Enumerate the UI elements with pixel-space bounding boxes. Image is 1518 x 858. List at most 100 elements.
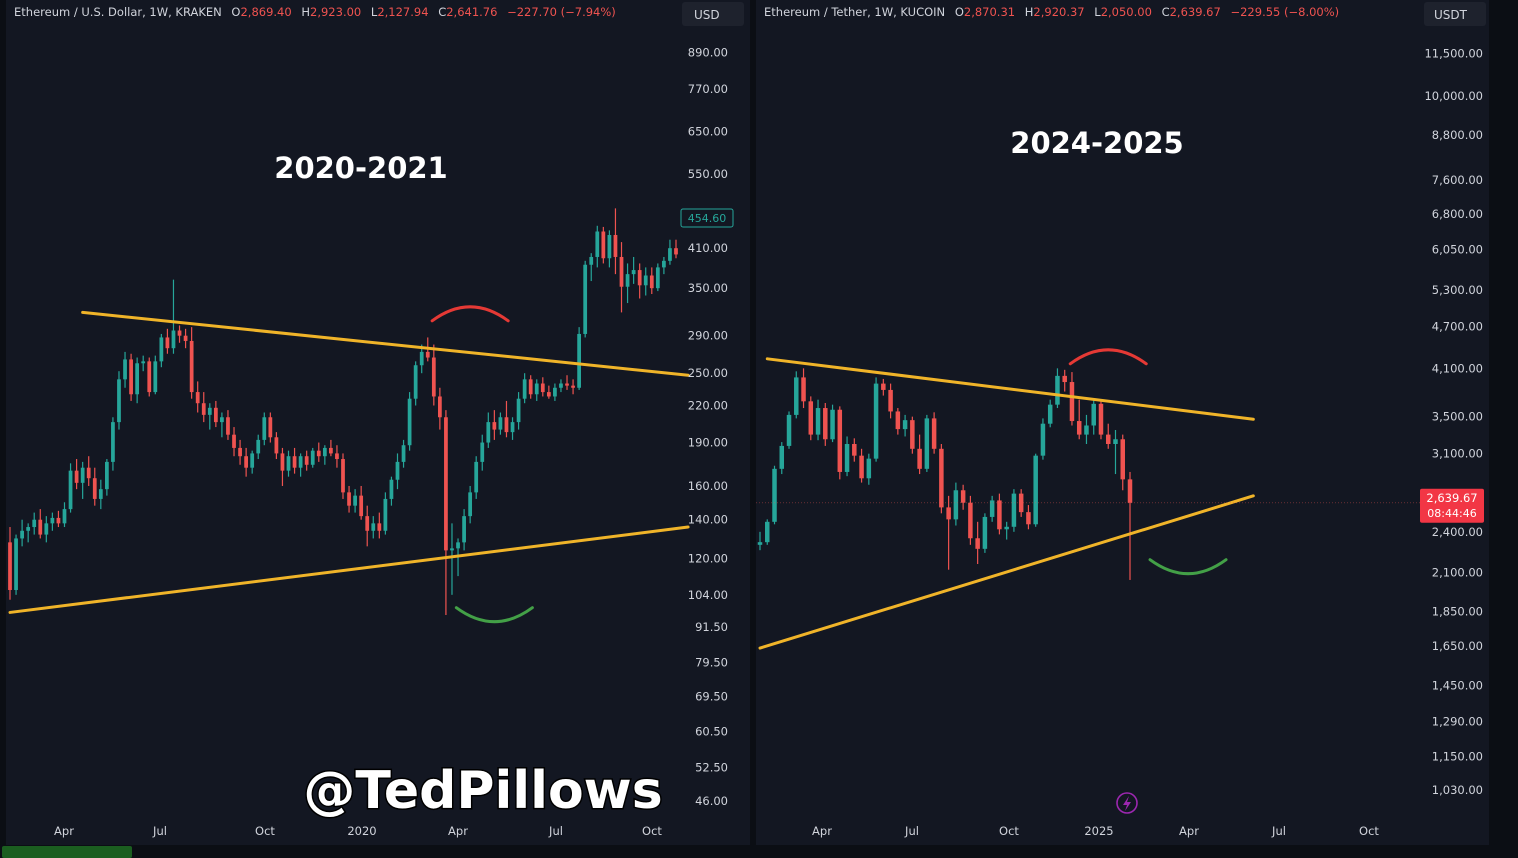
candle-body <box>444 417 448 551</box>
candle <box>14 534 18 595</box>
right-open-label: O <box>955 5 964 19</box>
candle <box>859 448 864 483</box>
candle <box>631 256 636 284</box>
y-tick-label: 79.50 <box>695 656 728 670</box>
candle-body <box>419 351 424 366</box>
candle-body <box>365 516 370 531</box>
candle-body <box>1120 439 1125 480</box>
candle <box>62 502 67 528</box>
candle-body <box>274 437 279 454</box>
trendline <box>8 525 690 614</box>
candle <box>371 516 376 539</box>
candle-body <box>852 443 857 456</box>
bottom-arc <box>454 606 534 624</box>
lightning-icon[interactable] <box>1116 792 1138 814</box>
candle-body <box>220 417 224 423</box>
candle-body <box>859 455 864 479</box>
x-tick-label: Oct <box>1359 824 1379 838</box>
y-tick-label: 60.50 <box>695 725 728 739</box>
candle <box>38 509 43 539</box>
left-trendlines <box>8 310 690 614</box>
candle-body <box>601 231 606 259</box>
candle <box>365 505 370 547</box>
candle-body <box>1018 493 1024 513</box>
candle-body <box>213 407 218 423</box>
candle <box>56 510 61 528</box>
y-tick-label: 10,000.00 <box>1424 89 1483 103</box>
right-high-label: H <box>1025 5 1034 19</box>
left-close: 2,641.76 <box>446 5 497 19</box>
candle-body <box>474 461 479 493</box>
candle-body <box>1004 526 1009 530</box>
right-legend-header: Ethereum / Tether, 1W, KUCOIN O2,870.31 … <box>764 5 1339 19</box>
left-currency-button[interactable]: USD <box>682 2 744 26</box>
right-last-price-tag: 2,639.67 08:44:46 <box>1420 488 1484 523</box>
candle-body <box>534 383 539 395</box>
candle-body <box>256 439 261 454</box>
left-change: −227.70 (−7.94%) <box>507 5 616 19</box>
candle-body <box>553 387 557 397</box>
candle-body <box>924 418 930 469</box>
candle <box>1047 399 1053 428</box>
left-chart-title: 2020-2021 <box>274 151 447 185</box>
candle-body <box>310 450 315 465</box>
candle-body <box>268 417 273 438</box>
candle <box>220 412 224 438</box>
candle <box>335 445 339 468</box>
candle-body <box>989 500 995 517</box>
y-tick-label: 52.50 <box>695 761 728 775</box>
candle-body <box>201 403 206 415</box>
right-high: 2,920.37 <box>1033 5 1084 19</box>
candle <box>823 402 828 446</box>
candle <box>159 333 164 368</box>
candle-body <box>546 392 551 397</box>
candle-body <box>873 383 879 459</box>
bottom-tab[interactable] <box>2 846 132 858</box>
candle <box>123 351 127 388</box>
candle <box>26 523 31 543</box>
candle-body <box>38 519 43 535</box>
candle <box>837 406 843 480</box>
candle-body <box>1047 404 1053 424</box>
candle <box>213 400 218 428</box>
candle-body <box>123 359 127 380</box>
candle-body <box>823 408 828 440</box>
candle <box>553 383 557 401</box>
candle <box>1011 489 1017 532</box>
y-tick-label: 890.00 <box>688 45 728 59</box>
candle-body <box>866 458 872 479</box>
candle-body <box>329 447 333 454</box>
y-tick-label: 140.00 <box>688 513 728 527</box>
right-currency-button[interactable]: USDT <box>1424 2 1486 26</box>
candle <box>1120 434 1125 491</box>
y-tick-label: 3,500.00 <box>1432 410 1483 424</box>
candle <box>474 456 479 499</box>
candle <box>147 357 152 397</box>
candle <box>32 512 37 535</box>
y-tick-label: 250.00 <box>688 366 728 380</box>
candle-body <box>117 379 121 423</box>
candle <box>779 442 785 475</box>
left-panel-background <box>6 0 750 845</box>
y-tick-label: 1,030.00 <box>1432 783 1483 797</box>
candle <box>559 379 563 393</box>
candle-body <box>86 467 91 479</box>
candle <box>329 439 333 457</box>
x-tick-label: Oct <box>999 824 1019 838</box>
candle-body <box>1062 375 1067 383</box>
candle <box>1062 369 1067 392</box>
candle <box>801 368 806 409</box>
left-candles <box>8 208 678 616</box>
candle-body <box>619 256 624 287</box>
x-tick-label: 2020 <box>347 824 376 838</box>
right-symbol: Ethereum / Tether, 1W, KUCOIN <box>764 5 945 19</box>
candle-body <box>674 248 678 255</box>
candle-body <box>359 495 364 517</box>
candle-body <box>830 409 835 440</box>
candle <box>674 239 678 259</box>
candle-body <box>1040 423 1046 456</box>
candle-body <box>765 521 770 543</box>
candle <box>975 521 980 564</box>
left-chart-panel: 890.00770.00650.00550.00470.00410.00350.… <box>6 0 750 845</box>
candle <box>902 414 908 437</box>
